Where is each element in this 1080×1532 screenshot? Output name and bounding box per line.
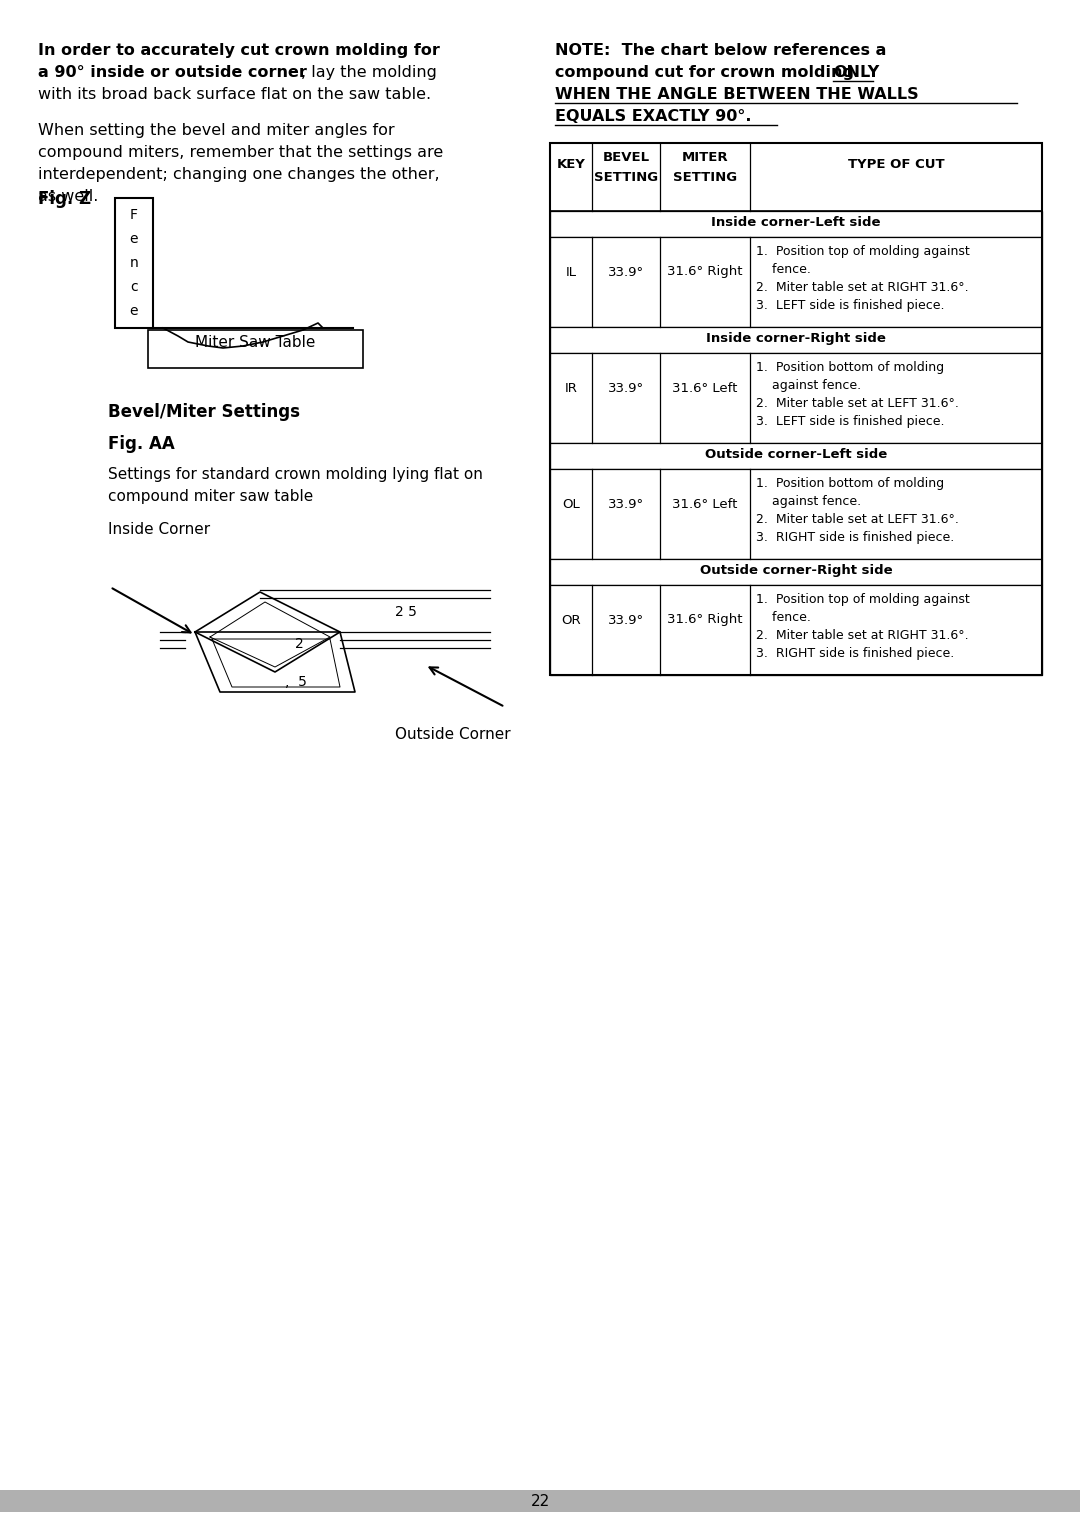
Text: 2: 2 <box>295 637 303 651</box>
Text: 1.  Position top of molding against: 1. Position top of molding against <box>756 245 970 257</box>
Bar <box>0 1491 1080 1512</box>
Bar <box>550 443 1042 469</box>
Polygon shape <box>195 591 340 673</box>
Text: against fence.: against fence. <box>756 378 861 392</box>
Text: Settings for standard crown molding lying flat on: Settings for standard crown molding lyin… <box>108 467 483 483</box>
Text: 1.  Position bottom of molding: 1. Position bottom of molding <box>756 362 944 374</box>
Text: 31.6° Left: 31.6° Left <box>673 381 738 395</box>
Bar <box>550 559 1042 585</box>
Text: F: F <box>130 208 138 222</box>
Bar <box>550 469 1042 559</box>
Text: compound miter saw table: compound miter saw table <box>108 489 313 504</box>
Text: When setting the bevel and miter angles for: When setting the bevel and miter angles … <box>38 123 394 138</box>
Text: 31.6° Left: 31.6° Left <box>673 498 738 510</box>
Text: ,  5: , 5 <box>285 676 307 689</box>
Bar <box>550 211 1042 237</box>
Bar <box>550 352 1042 443</box>
Text: e: e <box>130 303 138 319</box>
Text: 2.  Miter table set at RIGHT 31.6°.: 2. Miter table set at RIGHT 31.6°. <box>756 280 969 294</box>
Text: a 90° inside or outside corner: a 90° inside or outside corner <box>38 64 307 80</box>
Text: Inside corner-Right side: Inside corner-Right side <box>706 332 886 345</box>
Text: TYPE OF CUT: TYPE OF CUT <box>848 158 944 172</box>
Bar <box>148 329 363 368</box>
Text: 31.6° Right: 31.6° Right <box>667 613 743 627</box>
Text: Outside corner-Left side: Outside corner-Left side <box>705 447 887 461</box>
Text: 2.  Miter table set at RIGHT 31.6°.: 2. Miter table set at RIGHT 31.6°. <box>756 630 969 642</box>
Text: ONLY: ONLY <box>833 64 879 80</box>
Text: 3.  RIGHT side is finished piece.: 3. RIGHT side is finished piece. <box>756 647 955 660</box>
Text: In order to accurately cut crown molding for: In order to accurately cut crown molding… <box>38 43 440 58</box>
Text: IR: IR <box>565 381 578 395</box>
Text: Inside Corner: Inside Corner <box>108 522 211 538</box>
Text: compound miters, remember that the settings are: compound miters, remember that the setti… <box>38 146 443 159</box>
Text: Fig. AA: Fig. AA <box>108 435 175 453</box>
Bar <box>550 237 1042 326</box>
Text: 1.  Position bottom of molding: 1. Position bottom of molding <box>756 476 944 490</box>
Text: 33.9°: 33.9° <box>608 613 644 627</box>
Text: with its broad back surface flat on the saw table.: with its broad back surface flat on the … <box>38 87 431 103</box>
Text: 2.  Miter table set at LEFT 31.6°.: 2. Miter table set at LEFT 31.6°. <box>756 513 959 525</box>
Text: 3.  LEFT side is finished piece.: 3. LEFT side is finished piece. <box>756 299 945 313</box>
Text: Miter Saw Table: Miter Saw Table <box>194 336 315 349</box>
Text: Fig. Z: Fig. Z <box>38 190 91 208</box>
Text: 33.9°: 33.9° <box>608 265 644 279</box>
Text: Bevel/Miter Settings: Bevel/Miter Settings <box>108 403 300 421</box>
Text: interdependent; changing one changes the other,: interdependent; changing one changes the… <box>38 167 440 182</box>
Text: 22: 22 <box>530 1494 550 1509</box>
Text: OL: OL <box>562 498 580 510</box>
Text: Outside Corner: Outside Corner <box>395 728 511 741</box>
Text: 2.  Miter table set at LEFT 31.6°.: 2. Miter table set at LEFT 31.6°. <box>756 397 959 411</box>
Text: against fence.: against fence. <box>756 495 861 509</box>
Text: n: n <box>130 256 138 270</box>
Text: 33.9°: 33.9° <box>608 381 644 395</box>
Bar <box>550 142 1042 211</box>
Text: fence.: fence. <box>756 264 811 276</box>
Text: 3.  LEFT side is finished piece.: 3. LEFT side is finished piece. <box>756 415 945 427</box>
Text: SETTING: SETTING <box>673 172 737 184</box>
Bar <box>550 142 1042 676</box>
Text: 31.6° Right: 31.6° Right <box>667 265 743 279</box>
Text: IL: IL <box>566 265 577 279</box>
Text: BEVEL: BEVEL <box>603 152 649 164</box>
Text: 2 5: 2 5 <box>395 605 417 619</box>
Text: Outside corner-Right side: Outside corner-Right side <box>700 564 892 578</box>
Text: fence.: fence. <box>756 611 811 624</box>
Text: OR: OR <box>562 613 581 627</box>
Text: compound cut for crown molding: compound cut for crown molding <box>555 64 860 80</box>
Bar <box>114 198 153 328</box>
Text: WHEN THE ANGLE BETWEEN THE WALLS: WHEN THE ANGLE BETWEEN THE WALLS <box>555 87 919 103</box>
Text: c: c <box>131 280 138 294</box>
Text: KEY: KEY <box>556 158 585 172</box>
Bar <box>550 585 1042 676</box>
Text: MITER: MITER <box>681 152 728 164</box>
Text: 1.  Position top of molding against: 1. Position top of molding against <box>756 593 970 607</box>
Text: e: e <box>130 231 138 247</box>
Polygon shape <box>195 633 355 692</box>
Text: , lay the molding: , lay the molding <box>301 64 437 80</box>
Text: 3.  RIGHT side is finished piece.: 3. RIGHT side is finished piece. <box>756 532 955 544</box>
Text: as well.: as well. <box>38 188 98 204</box>
Text: 33.9°: 33.9° <box>608 498 644 510</box>
Text: Inside corner-Left side: Inside corner-Left side <box>712 216 881 228</box>
Text: SETTING: SETTING <box>594 172 658 184</box>
Text: NOTE:  The chart below references a: NOTE: The chart below references a <box>555 43 887 58</box>
Bar <box>550 326 1042 352</box>
Text: EQUALS EXACTLY 90°.: EQUALS EXACTLY 90°. <box>555 109 752 124</box>
